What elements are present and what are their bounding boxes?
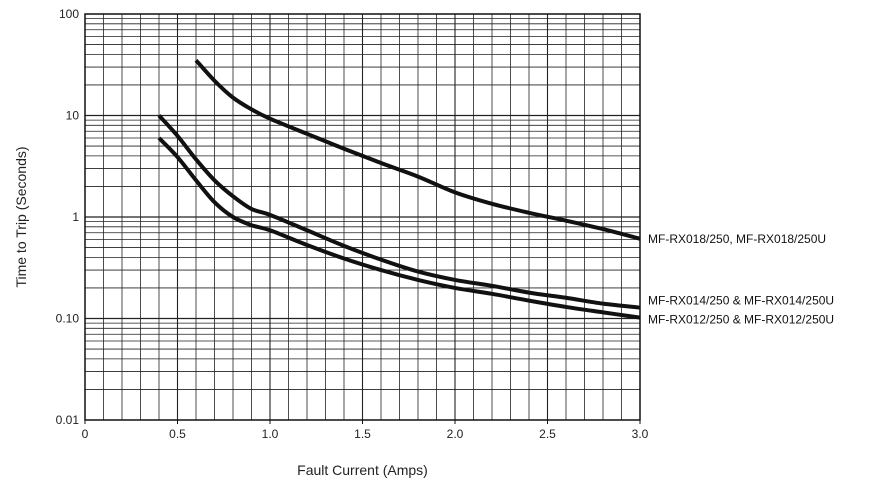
series-label-2: MF-RX014/250 & MF-RX014/250U bbox=[648, 294, 834, 308]
x-tick-labels: 0 0.5 1.0 1.5 2.0 2.5 3.0 bbox=[82, 420, 649, 441]
y-tick-labels: 0.01 0.10 1 10 100 bbox=[56, 7, 80, 427]
x-tick-label: 0 bbox=[82, 427, 89, 441]
x-tick-label: 1.0 bbox=[262, 427, 279, 441]
y-axis-title: Time to Trip (Seconds) bbox=[13, 146, 29, 287]
x-axis-title: Fault Current (Amps) bbox=[297, 462, 428, 478]
x-tick-label: 2.5 bbox=[539, 427, 556, 441]
y-tick-label: 10 bbox=[66, 109, 80, 123]
series-line-1 bbox=[194, 58, 641, 241]
x-tick-label: 3.0 bbox=[632, 427, 649, 441]
x-tick-label: 1.5 bbox=[354, 427, 371, 441]
y-tick-label: 100 bbox=[59, 7, 79, 21]
series-labels: MF-RX018/250, MF-RX018/250U MF-RX014/250 … bbox=[648, 232, 834, 327]
y-tick-label: 0.10 bbox=[56, 312, 80, 326]
series-lines bbox=[157, 58, 641, 320]
x-tick-label: 0.5 bbox=[169, 427, 186, 441]
y-tick-label: 0.01 bbox=[56, 413, 80, 427]
x-tick-label: 2.0 bbox=[447, 427, 464, 441]
series-line-3 bbox=[157, 136, 641, 320]
series-label-1: MF-RX018/250, MF-RX018/250U bbox=[648, 232, 826, 246]
series-label-3: MF-RX012/250 & MF-RX012/250U bbox=[648, 313, 834, 327]
series-line-2 bbox=[157, 114, 641, 310]
y-tick-label: 1 bbox=[72, 210, 79, 224]
